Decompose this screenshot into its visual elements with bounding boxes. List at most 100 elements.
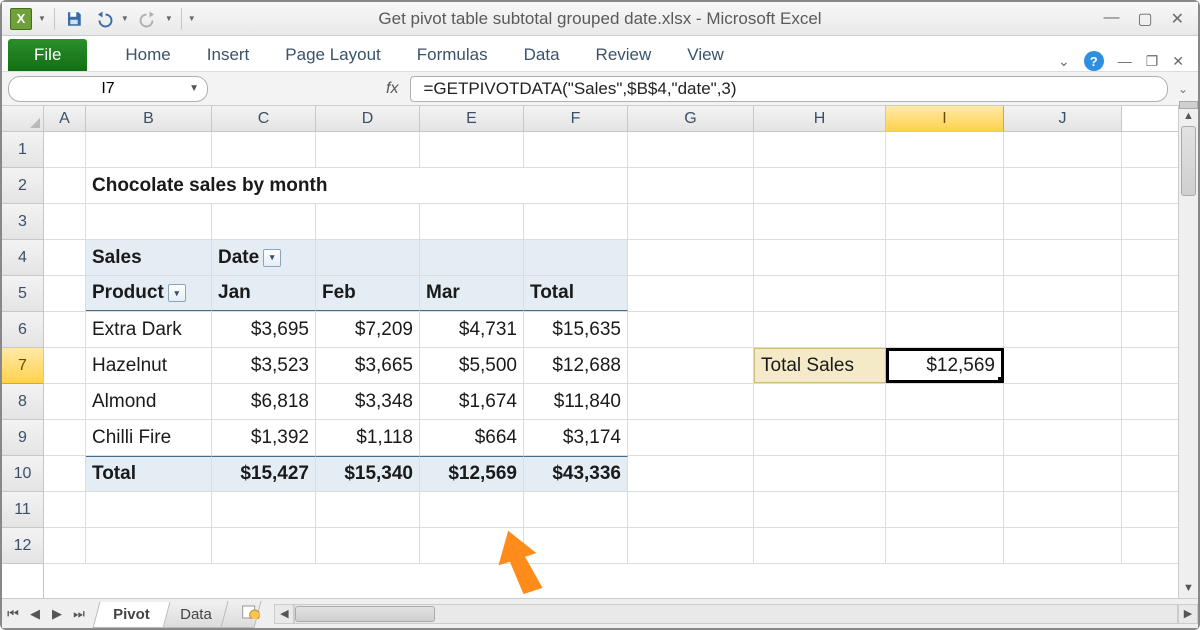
cell[interactable] xyxy=(212,204,316,239)
name-box[interactable]: I7 ▼ xyxy=(8,76,208,102)
cell[interactable] xyxy=(754,240,886,275)
app-menu-dropdown-icon[interactable]: ▼ xyxy=(38,14,46,23)
pivot-value[interactable]: $3,348 xyxy=(316,384,420,419)
cell[interactable] xyxy=(754,384,886,419)
scroll-track[interactable] xyxy=(294,604,1178,624)
cell[interactable] xyxy=(628,132,754,167)
cell[interactable] xyxy=(44,348,86,383)
row-header[interactable]: 4 xyxy=(2,240,43,276)
tab-home[interactable]: Home xyxy=(107,39,188,71)
row-header[interactable]: 2 xyxy=(2,168,43,204)
help-icon[interactable]: ? xyxy=(1084,51,1104,71)
cell[interactable] xyxy=(886,492,1004,527)
cell[interactable] xyxy=(44,312,86,347)
cell[interactable] xyxy=(86,528,212,563)
sheet-tab-pivot[interactable]: Pivot xyxy=(93,602,171,628)
file-tab[interactable]: File xyxy=(8,39,87,71)
cell[interactable] xyxy=(754,276,886,311)
row-header[interactable]: 5 xyxy=(2,276,43,312)
row-header[interactable]: 1 xyxy=(2,132,43,168)
cell[interactable] xyxy=(524,528,628,563)
pivot-total-feb[interactable]: $15,340 xyxy=(316,456,420,491)
qat-customize-icon[interactable]: ▼ xyxy=(188,14,196,23)
cell[interactable] xyxy=(886,312,1004,347)
cell[interactable] xyxy=(628,204,754,239)
cell[interactable] xyxy=(628,492,754,527)
pivot-value[interactable]: $1,392 xyxy=(212,420,316,455)
cell[interactable] xyxy=(420,132,524,167)
pivot-value[interactable]: $3,523 xyxy=(212,348,316,383)
cell[interactable] xyxy=(44,420,86,455)
cell[interactable] xyxy=(524,240,628,275)
row-header[interactable]: 7 xyxy=(2,348,43,384)
cell[interactable] xyxy=(44,528,86,563)
sheet-nav-last-icon[interactable]: ⏭ xyxy=(68,606,90,622)
scroll-right-icon[interactable]: ▶ xyxy=(1178,604,1198,624)
close-icon[interactable]: ✕ xyxy=(1171,9,1184,29)
sheet-nav-prev-icon[interactable]: ◀ xyxy=(24,606,46,622)
pivot-col-feb[interactable]: Feb xyxy=(316,276,420,311)
doc-restore-icon[interactable]: ❐ xyxy=(1146,53,1159,70)
cell[interactable] xyxy=(44,132,86,167)
ribbon-minimize-icon[interactable]: ⌄ xyxy=(1058,53,1070,70)
cell[interactable] xyxy=(524,204,628,239)
cell[interactable] xyxy=(44,240,86,275)
cell[interactable] xyxy=(1004,348,1122,383)
col-header-B[interactable]: B xyxy=(86,106,212,131)
col-header-H[interactable]: H xyxy=(754,106,886,131)
pivot-grand-total-label[interactable]: Total xyxy=(86,456,212,491)
fx-icon[interactable]: fx xyxy=(380,80,404,98)
excel-app-icon[interactable]: X xyxy=(10,8,32,30)
pivot-value[interactable]: $5,500 xyxy=(420,348,524,383)
pivot-value[interactable]: $12,688 xyxy=(524,348,628,383)
pivot-value[interactable]: $3,174 xyxy=(524,420,628,455)
cell[interactable] xyxy=(886,384,1004,419)
pivot-col-mar[interactable]: Mar xyxy=(420,276,524,311)
tab-page-layout[interactable]: Page Layout xyxy=(267,39,398,71)
col-header-D[interactable]: D xyxy=(316,106,420,131)
cell[interactable] xyxy=(316,492,420,527)
tab-formulas[interactable]: Formulas xyxy=(399,39,506,71)
cell[interactable] xyxy=(754,528,886,563)
scroll-thumb[interactable] xyxy=(1181,126,1196,196)
formula-bar-expand-icon[interactable]: ⌄ xyxy=(1174,82,1192,96)
col-header-J[interactable]: J xyxy=(1004,106,1122,131)
cell[interactable] xyxy=(44,168,86,203)
cell[interactable] xyxy=(628,168,754,203)
cell[interactable] xyxy=(754,420,886,455)
cell[interactable] xyxy=(420,492,524,527)
row-header[interactable]: 10 xyxy=(2,456,43,492)
col-header-C[interactable]: C xyxy=(212,106,316,131)
cell[interactable] xyxy=(628,240,754,275)
cell[interactable] xyxy=(524,132,628,167)
cell[interactable] xyxy=(1004,528,1122,563)
cell[interactable] xyxy=(212,132,316,167)
pivot-title[interactable]: Chocolate sales by month xyxy=(86,168,628,203)
cell[interactable] xyxy=(316,132,420,167)
cell[interactable] xyxy=(1004,312,1122,347)
cell[interactable] xyxy=(1004,168,1122,203)
undo-icon[interactable] xyxy=(93,8,115,30)
cell[interactable] xyxy=(628,384,754,419)
cell[interactable] xyxy=(886,276,1004,311)
undo-dropdown-icon[interactable]: ▼ xyxy=(121,14,129,23)
pivot-total-mar[interactable]: $12,569 xyxy=(420,456,524,491)
minimize-icon[interactable]: ― xyxy=(1103,9,1119,29)
tab-view[interactable]: View xyxy=(669,39,742,71)
cell[interactable] xyxy=(1004,240,1122,275)
scroll-track[interactable] xyxy=(1181,126,1196,578)
filter-dropdown-icon[interactable]: ▾ xyxy=(168,284,186,302)
cell[interactable] xyxy=(628,276,754,311)
select-all-corner[interactable] xyxy=(2,106,44,132)
cell[interactable] xyxy=(754,132,886,167)
col-header-G[interactable]: G xyxy=(628,106,754,131)
cell[interactable] xyxy=(212,492,316,527)
col-header-I[interactable]: I xyxy=(886,106,1004,131)
cell[interactable] xyxy=(628,420,754,455)
formula-input[interactable]: =GETPIVOTDATA("Sales",$B$4,"date",3) xyxy=(410,76,1168,102)
cell[interactable] xyxy=(86,204,212,239)
pivot-field-sales[interactable]: Sales xyxy=(86,240,212,275)
cell[interactable] xyxy=(886,456,1004,491)
sheet-nav-next-icon[interactable]: ▶ xyxy=(46,606,68,622)
doc-minimize-icon[interactable]: ― xyxy=(1118,53,1132,69)
